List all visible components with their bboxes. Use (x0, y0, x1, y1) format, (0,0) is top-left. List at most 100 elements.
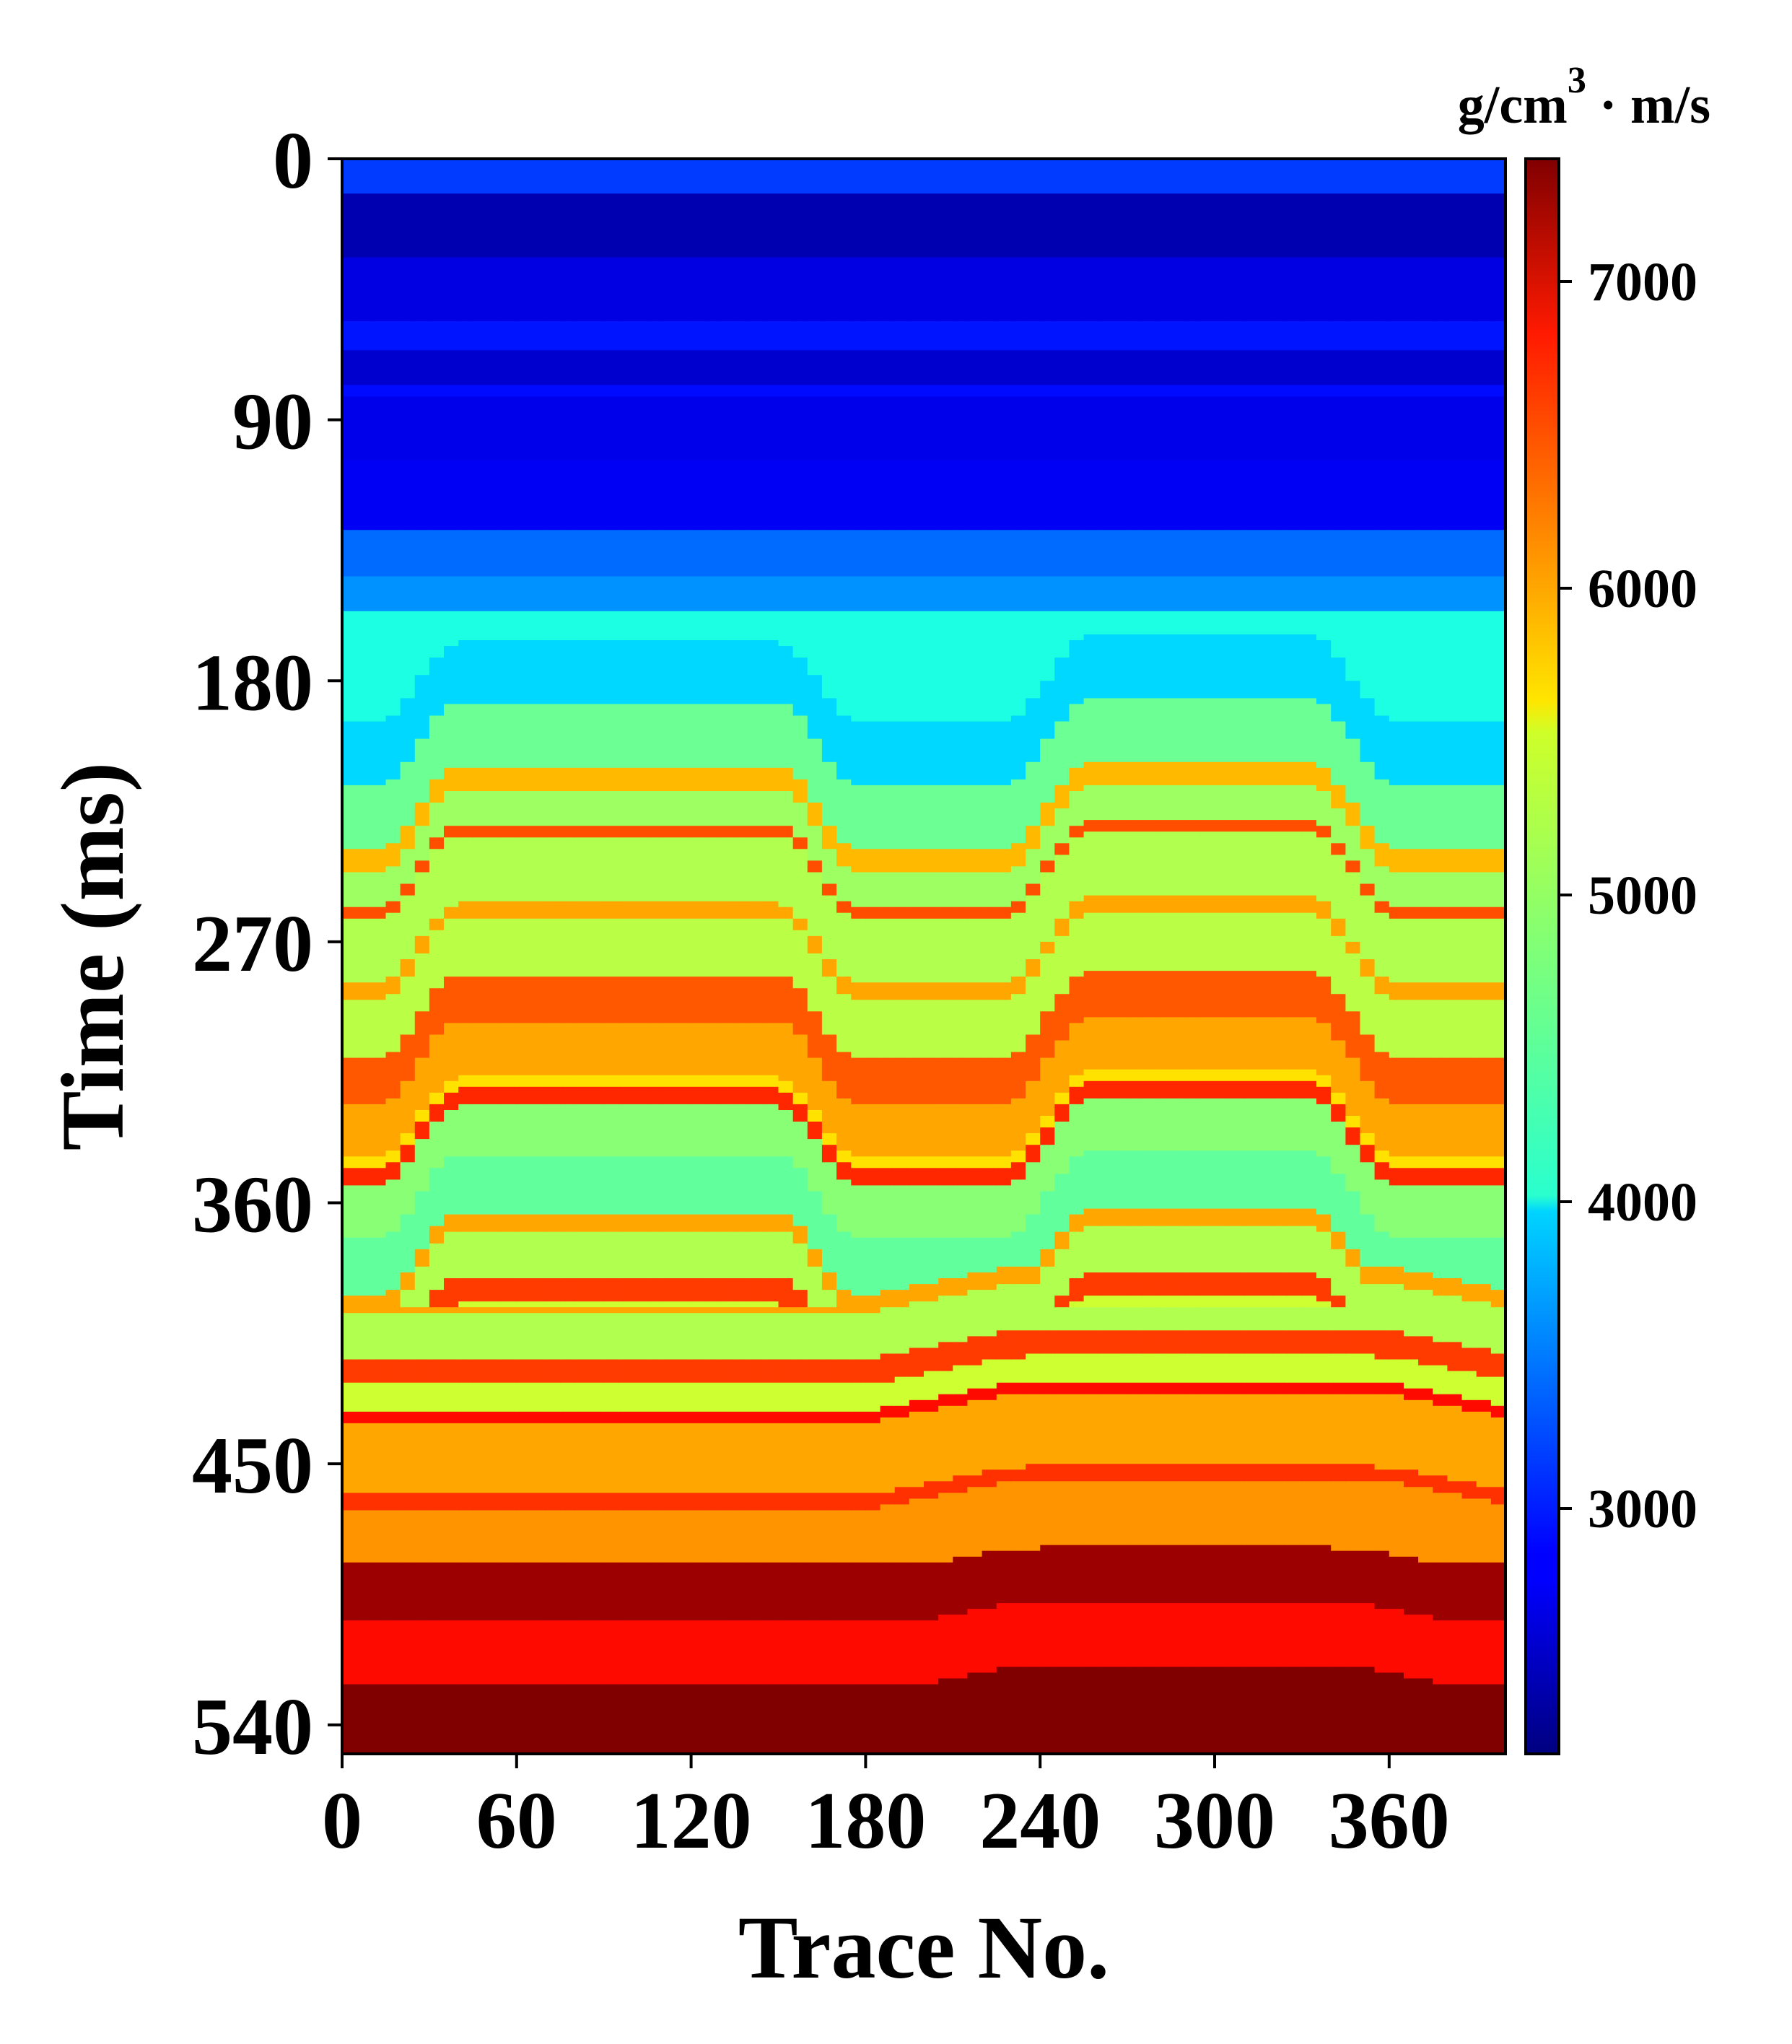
heatmap-cell (502, 1145, 517, 1151)
heatmap-cell (429, 1399, 445, 1407)
heatmap-cell (444, 1550, 459, 1558)
heatmap-cell (385, 803, 401, 809)
heatmap-cell (414, 292, 430, 299)
heatmap-cell (502, 1638, 517, 1645)
heatmap-cell (342, 1278, 357, 1285)
heatmap-cell (487, 994, 503, 1000)
heatmap-cell (546, 419, 561, 427)
heatmap-cell (458, 1568, 474, 1575)
heatmap-cell (342, 803, 357, 809)
heatmap-cell (357, 419, 372, 427)
heatmap-cell (574, 530, 590, 537)
heatmap-cell (371, 1718, 387, 1726)
heatmap-cell (487, 315, 503, 322)
heatmap-cell (458, 1632, 474, 1638)
heatmap-cell (574, 536, 590, 543)
heatmap-cell (560, 1260, 576, 1267)
heatmap-cell (546, 564, 561, 572)
heatmap-cell (546, 1435, 561, 1441)
heatmap-cell (385, 791, 401, 798)
heatmap-cell (502, 362, 517, 369)
heatmap-cell (560, 1122, 576, 1128)
heatmap-cell (400, 373, 416, 380)
heatmap-cell (516, 1017, 532, 1024)
heatmap-cell (574, 1150, 590, 1157)
heatmap-cell (560, 484, 576, 490)
heatmap-cell (502, 872, 517, 879)
heatmap-cell (414, 530, 430, 537)
heatmap-cell (487, 959, 503, 966)
heatmap-cell (400, 1005, 416, 1013)
heatmap-cell (342, 582, 357, 589)
heatmap-cell (473, 1324, 489, 1332)
heatmap-cell (342, 530, 357, 537)
heatmap-cell (414, 507, 430, 513)
heatmap-cell (458, 1411, 474, 1418)
heatmap-cell (487, 321, 503, 328)
heatmap-cell (531, 1464, 546, 1470)
heatmap-cell (502, 1597, 517, 1604)
heatmap-cell (400, 1342, 416, 1349)
heatmap-cell (385, 1214, 401, 1221)
heatmap-cell (385, 1707, 401, 1714)
heatmap-cell (502, 1214, 517, 1221)
heatmap-cell (414, 1243, 430, 1250)
heatmap-cell (487, 1023, 503, 1030)
heatmap-cell (400, 1713, 416, 1720)
heatmap-cell (342, 1254, 357, 1262)
heatmap-cell (400, 1145, 416, 1151)
heatmap-cell (574, 472, 590, 479)
heatmap-cell (502, 182, 517, 188)
heatmap-cell (371, 709, 387, 717)
heatmap-cell (589, 704, 605, 711)
heatmap-cell (560, 234, 576, 241)
heatmap-cell (429, 1597, 445, 1604)
heatmap-cell (574, 1678, 590, 1685)
heatmap-cell (603, 356, 619, 362)
heatmap-cell (546, 466, 561, 473)
heatmap-cell (400, 1504, 416, 1511)
heatmap-cell (487, 286, 503, 293)
heatmap-cell (516, 1626, 532, 1633)
heatmap-cell (357, 1214, 372, 1221)
heatmap-cell (458, 1249, 474, 1256)
heatmap-cell (531, 878, 546, 885)
heatmap-cell (502, 1701, 517, 1708)
heatmap-cell (357, 315, 372, 322)
heatmap-cell (546, 1521, 561, 1529)
heatmap-cell (444, 1667, 459, 1674)
heatmap-cell (371, 1545, 387, 1552)
heatmap-cell (357, 1620, 372, 1627)
heatmap-cell (473, 912, 489, 920)
heatmap-cell (516, 1226, 532, 1233)
heatmap-cell (414, 408, 430, 415)
heatmap-cell (357, 1446, 372, 1453)
heatmap-cell (487, 1011, 503, 1018)
heatmap-cell (546, 165, 561, 171)
heatmap-cell (546, 1243, 561, 1250)
heatmap-cell (444, 1365, 459, 1372)
heatmap-cell (473, 663, 489, 670)
heatmap-cell (546, 448, 561, 455)
heatmap-cell (342, 1365, 357, 1372)
heatmap-cell (516, 988, 532, 995)
heatmap-cell (357, 971, 372, 977)
heatmap-cell (560, 715, 576, 722)
heatmap-cell (357, 681, 372, 688)
heatmap-cell (531, 843, 546, 850)
heatmap-cell (444, 425, 459, 432)
heatmap-cell (371, 495, 387, 502)
heatmap-cell (444, 1052, 459, 1059)
heatmap-cell (589, 1254, 605, 1262)
heatmap-cell (531, 889, 546, 896)
heatmap-cell (487, 988, 503, 995)
heatmap-cell (589, 1017, 605, 1024)
heatmap-cell (458, 1527, 474, 1534)
heatmap-cell (342, 1573, 357, 1581)
heatmap-cell (502, 785, 517, 792)
heatmap-cell (444, 953, 459, 960)
heatmap-cell (444, 1376, 459, 1384)
heatmap-cell (385, 744, 401, 751)
heatmap-cell (531, 1609, 546, 1615)
heatmap-cell (516, 268, 532, 276)
